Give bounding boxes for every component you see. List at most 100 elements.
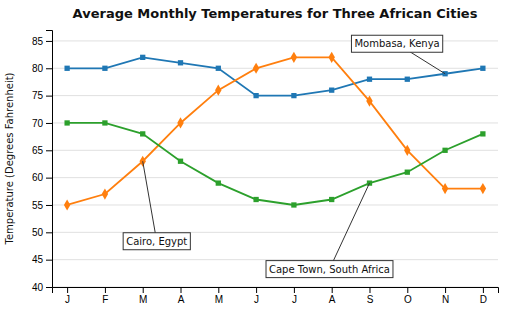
marker <box>215 85 221 96</box>
marker <box>405 170 410 175</box>
callout-box <box>351 35 442 52</box>
y-tick-label: 75 <box>32 90 44 101</box>
y-axis: 40455055606570758085 <box>32 31 53 293</box>
y-tick-mark <box>46 150 52 151</box>
y-tick-mark <box>46 232 52 233</box>
x-tick: A <box>329 287 336 305</box>
y-tick-mark <box>46 68 52 69</box>
callout-box <box>123 233 190 250</box>
x-tick: D <box>480 287 487 305</box>
y-tick-mark <box>46 205 52 206</box>
marker <box>480 66 485 71</box>
x-tick: S <box>367 287 374 305</box>
x-tick: O <box>404 287 412 305</box>
marker <box>140 131 145 136</box>
marker <box>177 117 183 128</box>
series <box>64 55 485 99</box>
marker <box>480 131 485 136</box>
callout: Cairo, Egypt <box>123 161 190 250</box>
marker <box>253 93 258 98</box>
x-tick-mark <box>332 287 333 293</box>
y-axis-title: Temperature (Degrees Fahrenheit) <box>4 72 15 245</box>
x-axis-line <box>53 288 499 294</box>
x-tick: F <box>102 287 108 305</box>
y-tick-label: 55 <box>32 200 44 211</box>
x-tick-label: F <box>102 294 108 305</box>
x-tick-mark <box>67 287 68 293</box>
y-axis-line <box>46 31 53 288</box>
grid-line <box>52 232 498 233</box>
marker <box>139 156 145 167</box>
x-tick-label: J <box>254 294 259 305</box>
plot: JFMAMJJASOND40455055606570758085Mombasa,… <box>32 31 499 306</box>
marker <box>64 199 70 210</box>
y-tick-label: 40 <box>32 282 44 293</box>
y-tick-mark <box>46 178 52 179</box>
x-tick-label: J <box>65 294 70 305</box>
x-tick-mark <box>143 287 144 293</box>
y-tick-mark <box>46 260 52 261</box>
x-tick-mark <box>407 287 408 293</box>
marks <box>64 52 486 211</box>
y-tick: 40 <box>32 282 52 293</box>
marker <box>329 88 334 93</box>
marker <box>329 197 334 202</box>
x-tick-label: D <box>480 294 487 305</box>
x-tick-mark <box>105 287 106 293</box>
y-tick: 65 <box>32 145 52 156</box>
callout: Mombasa, Kenya <box>351 35 445 74</box>
x-tick-mark <box>445 287 446 293</box>
y-tick-label: 70 <box>32 118 44 129</box>
x-tick: M <box>215 287 223 305</box>
x-tick-label: A <box>178 294 185 305</box>
y-tick-label: 60 <box>32 172 44 183</box>
grid-line <box>52 177 498 178</box>
x-axis: JFMAMJJASOND <box>53 287 499 305</box>
marker <box>291 52 297 63</box>
x-tick-label: J <box>292 294 297 305</box>
y-tick-label: 65 <box>32 145 44 156</box>
marker <box>178 159 183 164</box>
x-tick-mark <box>218 287 219 293</box>
x-tick: N <box>442 287 449 305</box>
marker <box>291 93 296 98</box>
x-tick-mark <box>369 287 370 293</box>
x-tick-label: S <box>367 294 374 305</box>
y-tick: 55 <box>32 200 52 211</box>
marker <box>102 188 108 199</box>
title: Average Monthly Temperatures for Three A… <box>73 6 478 21</box>
y-tick-label: 85 <box>32 36 44 47</box>
callout-line <box>329 183 369 269</box>
x-tick-label: M <box>215 294 223 305</box>
x-tick: M <box>139 287 147 305</box>
x-tick-mark <box>483 287 484 293</box>
x-tick-label: N <box>442 294 449 305</box>
series <box>64 120 485 207</box>
callout-line <box>143 161 157 241</box>
y-tick: 60 <box>32 172 52 183</box>
x-tick-mark <box>181 287 182 293</box>
grid-line <box>52 150 498 151</box>
y-tick-label: 80 <box>32 63 44 74</box>
y-tick: 50 <box>32 227 52 238</box>
x-tick: A <box>178 287 185 305</box>
x-tick-label: O <box>404 294 412 305</box>
y-tick: 75 <box>32 90 52 101</box>
y-tick-mark <box>46 123 52 124</box>
marker <box>64 66 69 71</box>
marker <box>291 202 296 207</box>
x-tick-label: A <box>329 294 336 305</box>
marker <box>178 60 183 65</box>
marker <box>442 183 448 194</box>
y-tick: 85 <box>32 36 52 47</box>
grid-line <box>52 122 498 123</box>
grid <box>52 41 498 287</box>
x-tick-mark <box>256 287 257 293</box>
grid-line <box>52 259 498 260</box>
marker <box>442 148 447 153</box>
marker <box>404 145 410 156</box>
marker <box>216 180 221 185</box>
line <box>67 57 483 205</box>
marker <box>480 183 486 194</box>
callout-label: Cairo, Egypt <box>126 236 187 247</box>
